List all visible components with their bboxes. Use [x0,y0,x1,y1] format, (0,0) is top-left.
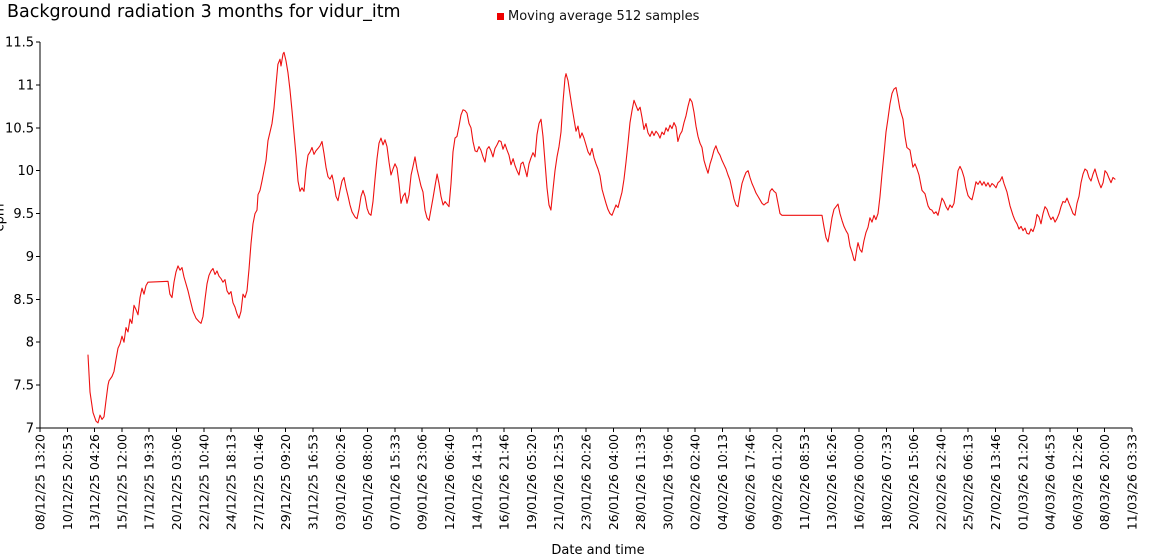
x-tick-label: 07/01/26 15:33 [387,434,402,530]
x-tick-label: 20/02/26 15:06 [906,434,921,530]
x-tick-label: 30/01/26 19:06 [660,434,675,530]
x-tick-label: 20/12/25 03:06 [169,434,184,530]
x-tick-label: 03/01/26 00:26 [333,434,348,530]
y-tick-label: 9.5 [13,207,34,222]
x-tick-label: 10/12/25 20:53 [60,434,75,530]
y-tick-label: 11.5 [5,36,34,51]
x-tick-label: 09/02/26 01:20 [770,434,785,530]
x-tick-label: 12/01/26 06:40 [442,434,457,530]
legend-label: Moving average 512 samples [508,9,700,24]
x-tick-label: 02/02/26 02:40 [688,434,703,530]
x-tick-label: 06/02/26 17:46 [742,434,757,530]
x-axis-title: Date and time [551,543,644,558]
y-axis-label: cpm [0,203,8,232]
x-tick-label: 04/03/26 04:53 [1043,434,1058,530]
x-tick-label: 22/12/25 10:40 [196,434,211,530]
x-tick-label: 14/01/26 14:13 [469,434,484,530]
legend: Moving average 512 samples [497,9,699,24]
x-tick-label: 24/12/25 18:13 [224,434,239,530]
x-tick-label: 08/03/26 20:00 [1097,434,1112,530]
x-tick-label: 11/02/26 08:53 [797,434,812,530]
x-tick-label: 26/01/26 04:00 [606,434,621,530]
chart-title: Background radiation 3 months for vidur_… [7,2,401,22]
x-tick-label: 08/12/25 13:20 [33,434,48,530]
x-tick-label: 16/01/26 21:46 [497,434,512,530]
x-tick-label: 17/12/25 19:33 [142,434,157,530]
y-tick-label: 10 [17,164,34,179]
y-tick-label: 7 [26,422,34,437]
x-tick-label: 13/12/25 04:26 [87,434,102,530]
x-tick-label: 15/12/25 12:00 [114,434,129,530]
x-tick-label: 27/02/26 13:46 [988,434,1003,530]
x-tick-label: 09/01/26 23:06 [415,434,430,530]
x-tick-label: 23/01/26 20:26 [579,434,594,530]
x-tick-label: 27/12/25 01:46 [251,434,266,530]
x-tick-label: 06/03/26 12:26 [1070,434,1085,530]
y-tick-label: 11 [17,78,34,93]
x-tick-label: 18/02/26 07:33 [879,434,894,530]
y-tick-label: 8.5 [13,293,34,308]
legend-swatch-icon [497,13,504,20]
x-tick-label: 01/03/26 21:20 [1015,434,1030,530]
y-tick-label: 8 [26,336,34,351]
x-tick-label: 05/01/26 08:00 [360,434,375,530]
x-tick-label: 16/02/26 00:00 [852,434,867,530]
y-tick-label: 10.5 [5,121,34,136]
x-tick-label: 19/01/26 05:20 [524,434,539,530]
x-tick-label: 29/12/25 09:20 [278,434,293,530]
data-series-line [87,51,1116,424]
y-tick-label: 9 [26,250,34,265]
y-tick-label: 7.5 [13,379,34,394]
x-tick-label: 11/03/26 03:33 [1125,434,1140,530]
x-tick-label: 28/01/26 11:33 [633,434,648,530]
x-tick-label: 31/12/25 16:53 [306,434,321,530]
x-tick-label: 21/01/26 12:53 [551,434,566,530]
x-tick-label: 25/02/26 06:13 [961,434,976,530]
x-tick-label: 04/02/26 10:13 [715,434,730,530]
x-tick-label: 13/02/26 16:26 [824,434,839,530]
x-tick-label: 22/02/26 22:40 [933,434,948,530]
